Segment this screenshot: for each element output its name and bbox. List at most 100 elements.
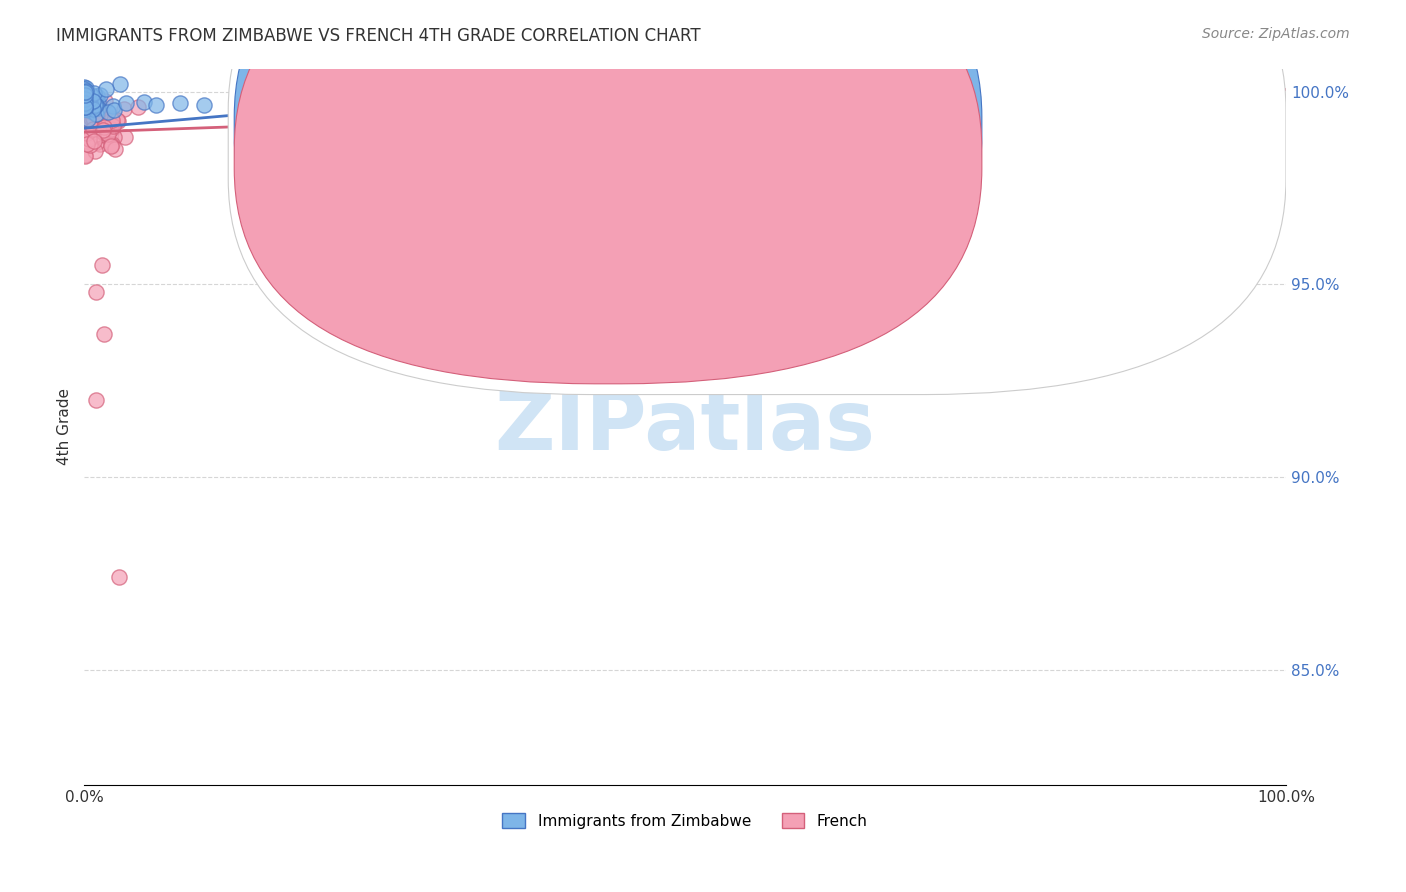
Point [76,126,98,140]
Point [82,121,104,136]
Point [87,95,110,109]
Point [101,113,124,128]
Point [553,108,575,122]
Point [94,82,117,96]
Point [945,110,967,124]
Point [86,88,108,103]
Point [193,98,215,112]
Point [87,119,110,133]
Point [89,137,111,152]
Point [104,142,127,156]
Point [796,123,818,137]
Point [336,144,359,158]
Point [73,94,96,108]
Point [83,99,105,113]
Point [245,133,267,147]
Point [100,136,122,151]
Point [1029,116,1052,130]
Point [83,134,105,148]
Point [108,77,131,91]
Point [87,128,110,142]
Point [1143,102,1166,116]
Point [75,117,97,131]
Point [86,112,108,127]
Point [79,96,101,111]
Point [91,125,114,139]
Point [77,132,100,146]
Point [84,98,107,112]
Point [76,112,98,127]
Point [103,119,125,133]
Legend: Immigrants from Zimbabwe, French: Immigrants from Zimbabwe, French [496,806,873,835]
Point [1085,80,1108,95]
Text: 0.359: 0.359 [655,117,707,135]
Text: N =: N = [716,117,752,135]
Point [652,109,675,123]
Point [100,139,122,153]
Point [598,136,620,150]
Point [89,117,111,131]
Point [145,98,167,112]
FancyBboxPatch shape [228,0,1286,394]
Point [75,120,97,135]
Point [953,123,976,137]
Point [96,128,118,143]
Point [75,93,97,107]
Point [1101,133,1123,147]
Point [77,89,100,103]
Point [314,77,336,91]
Point [467,101,489,115]
Point [1234,134,1257,148]
Point [98,120,121,135]
Point [690,112,713,126]
Point [325,107,347,121]
Point [84,106,107,120]
Point [103,130,125,145]
Point [232,127,254,141]
Point [75,100,97,114]
Point [595,112,617,126]
Point [76,102,98,116]
Text: Source: ZipAtlas.com: Source: ZipAtlas.com [1202,27,1350,41]
Point [86,127,108,141]
Point [821,139,844,153]
Point [75,102,97,116]
Text: ZIPatlas: ZIPatlas [495,386,876,467]
Point [501,120,523,134]
Point [93,327,115,342]
Point [751,139,773,153]
Point [80,98,103,112]
Point [1157,100,1180,114]
Point [83,97,105,112]
Point [108,570,131,584]
Point [94,94,117,108]
Point [103,103,125,118]
Point [86,136,108,150]
Point [398,140,420,154]
Point [763,131,786,145]
Point [115,95,138,110]
Point [80,87,103,102]
Point [76,136,98,151]
Text: R =: R = [613,117,648,135]
Point [91,112,114,127]
Point [565,108,588,122]
Point [974,113,997,128]
Point [76,102,98,116]
Point [84,144,107,158]
Point [1107,112,1129,126]
Point [319,136,342,150]
Point [82,100,104,114]
Point [1157,110,1180,124]
Text: 117: 117 [756,149,792,167]
Point [876,98,898,112]
Point [79,130,101,145]
Text: N =: N = [716,149,752,167]
Point [91,109,114,123]
Point [75,149,97,163]
Point [851,111,873,125]
Text: R =: R = [613,149,648,167]
Point [610,136,633,150]
Point [75,84,97,98]
Point [100,111,122,125]
